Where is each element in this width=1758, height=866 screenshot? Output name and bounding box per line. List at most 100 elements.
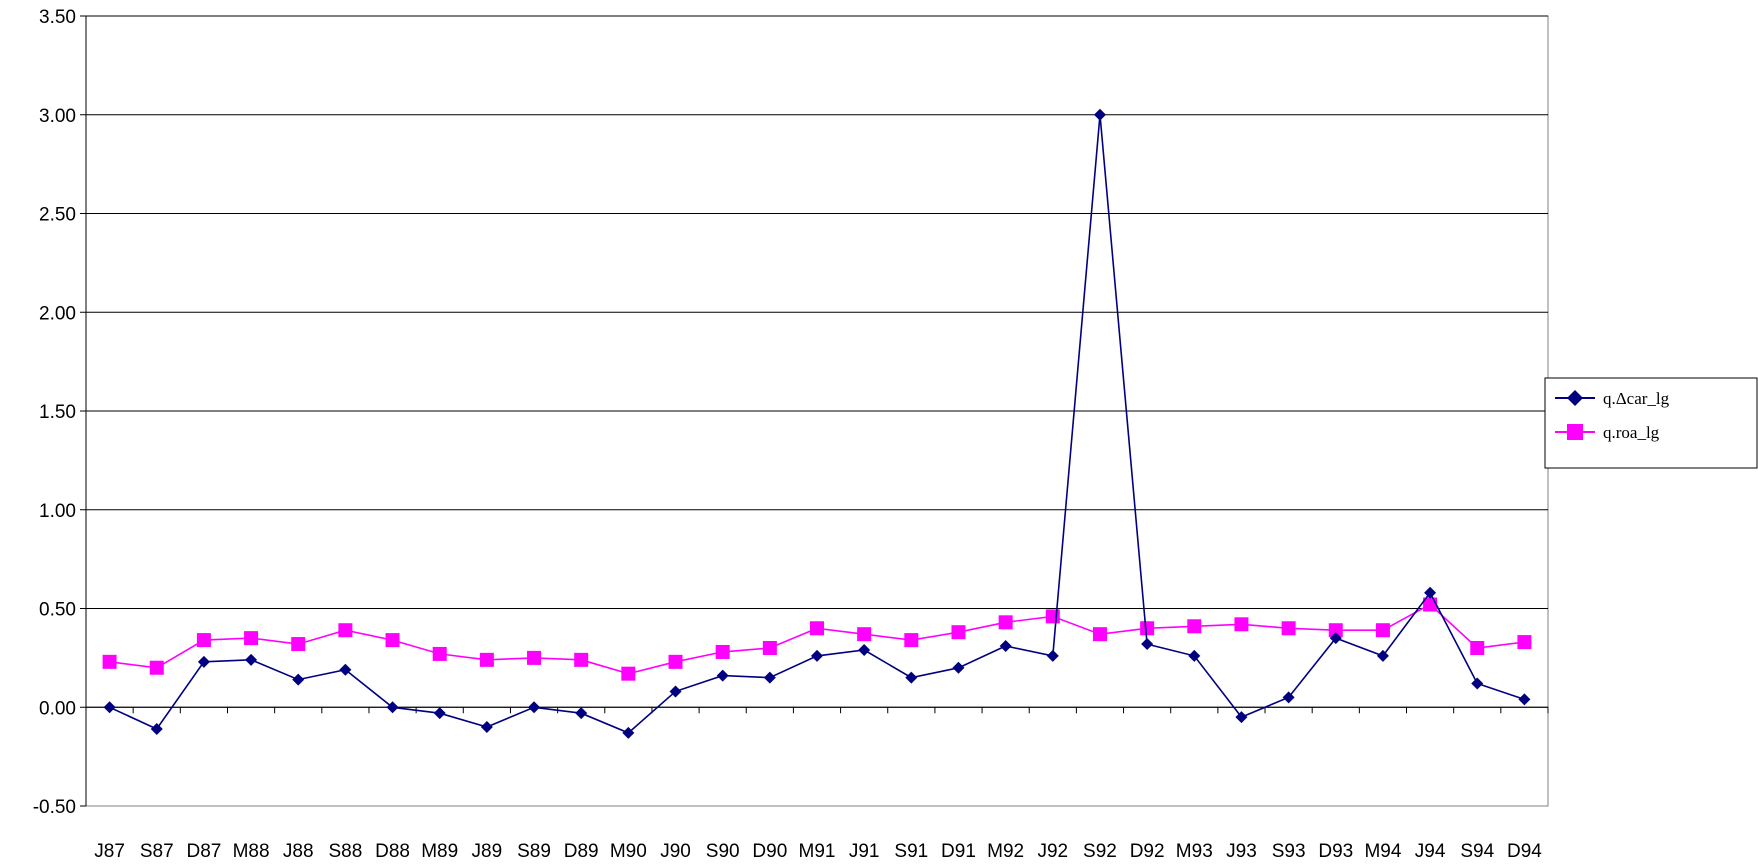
data-point: [1282, 691, 1295, 704]
x-axis: J87 S87 D87 M88 J88 S88 D88 M89 J89 S89 D89 M90 J90 S…: [85, 706, 1549, 862]
data-point: [149, 660, 164, 675]
y-tick-label: 2.50: [39, 205, 76, 226]
data-point: [1518, 693, 1531, 706]
x-tick-label: J89: [472, 841, 503, 862]
x-tick-label: D87: [186, 841, 221, 862]
legend-marker-series-2: [1567, 424, 1583, 440]
data-point: [762, 641, 777, 655]
x-tick-label: D89: [564, 841, 599, 862]
data-point: [1235, 711, 1248, 724]
x-tick-label: J92: [1037, 841, 1068, 862]
y-tick-label: -0.50: [33, 797, 76, 818]
legend-box: [1544, 377, 1758, 469]
x-tick-label: S93: [1272, 841, 1306, 862]
data-point: [574, 652, 589, 667]
data-point: [1329, 632, 1342, 645]
data-point: [1045, 609, 1060, 624]
gridlines: [86, 15, 1548, 708]
series-1: [103, 108, 1531, 739]
legend-marker-series-1: [1567, 390, 1583, 406]
data-point: [103, 701, 116, 714]
x-tick-label: S88: [328, 841, 362, 862]
data-point: [292, 673, 305, 686]
data-point: [857, 627, 872, 642]
data-point: [528, 701, 541, 714]
data-point: [905, 671, 918, 684]
data-point: [150, 722, 163, 735]
x-tick-label: M93: [1176, 841, 1213, 862]
data-point: [1140, 621, 1155, 636]
x-tick-label: S89: [517, 841, 551, 862]
data-point: [951, 625, 966, 640]
data-point: [196, 633, 211, 648]
data-point: [1188, 649, 1201, 662]
x-tick-label: M94: [1364, 841, 1401, 862]
y-tick-label: 1.50: [39, 402, 76, 423]
x-tick-label: S91: [894, 841, 928, 862]
y-tick-label: 2.00: [39, 303, 76, 324]
x-tick-label: J94: [1415, 841, 1446, 862]
data-point: [432, 646, 447, 661]
x-tick-label: M92: [987, 841, 1024, 862]
data-point: [952, 661, 965, 674]
x-tick-label: M89: [421, 841, 458, 862]
y-tick-label: 0.00: [39, 698, 76, 719]
data-point: [1375, 623, 1390, 638]
data-point: [811, 649, 823, 662]
data-point: [385, 633, 400, 648]
x-tick-label: J93: [1226, 841, 1257, 862]
data-point: [998, 615, 1013, 630]
data-point: [1281, 621, 1296, 636]
x-tick-label: J90: [660, 841, 691, 862]
x-tick-label: D93: [1318, 841, 1353, 862]
y-tick-label: 0.50: [39, 600, 76, 621]
data-point: [245, 653, 258, 666]
data-point: [244, 631, 259, 646]
data-point: [904, 633, 919, 648]
data-point: [622, 726, 635, 739]
data-point: [433, 707, 446, 720]
data-point: [668, 654, 683, 669]
x-tick-label: D88: [375, 841, 410, 862]
x-tick-label: J88: [283, 841, 314, 862]
x-tick-label: D91: [941, 841, 976, 862]
data-point: [716, 669, 729, 682]
x-tick-label: S90: [706, 841, 740, 862]
data-point: [339, 663, 352, 676]
x-tick-label: D94: [1507, 841, 1542, 862]
data-point: [1376, 649, 1389, 662]
x-tick-label: M88: [233, 841, 270, 862]
data-point: [669, 685, 682, 698]
data-point: [1517, 635, 1532, 650]
x-tick-label: J87: [94, 841, 125, 862]
data-point: [527, 650, 542, 665]
data-point: [1093, 108, 1106, 121]
x-tick-label: D90: [752, 841, 787, 862]
x-tick-label: S92: [1083, 841, 1117, 862]
data-point: [763, 671, 776, 684]
data-point: [1046, 649, 1059, 662]
data-point: [810, 621, 824, 636]
series-layer: [102, 108, 1532, 739]
data-point: [1187, 619, 1202, 634]
y-tick-label: 1.00: [39, 501, 76, 522]
x-tick-label: M90: [610, 841, 647, 862]
data-point: [715, 644, 730, 659]
data-point: [1092, 627, 1107, 642]
data-point: [575, 707, 588, 720]
legend-label-series-2: q.roa_lg: [1603, 423, 1660, 442]
data-point: [197, 655, 210, 668]
data-point: [621, 666, 636, 681]
data-point: [858, 643, 871, 656]
x-tick-label: D92: [1130, 841, 1165, 862]
y-tick-label: 3.00: [39, 106, 76, 127]
y-tick-label: 3.50: [39, 7, 76, 28]
data-point: [338, 623, 353, 638]
legend-label-series-1: q.Δcar_lg: [1603, 389, 1670, 408]
data-point: [1471, 677, 1484, 690]
data-point: [1141, 638, 1154, 651]
data-point: [1234, 617, 1249, 632]
x-tick-label: S87: [140, 841, 174, 862]
data-point: [102, 654, 117, 669]
data-point: [1424, 586, 1437, 599]
